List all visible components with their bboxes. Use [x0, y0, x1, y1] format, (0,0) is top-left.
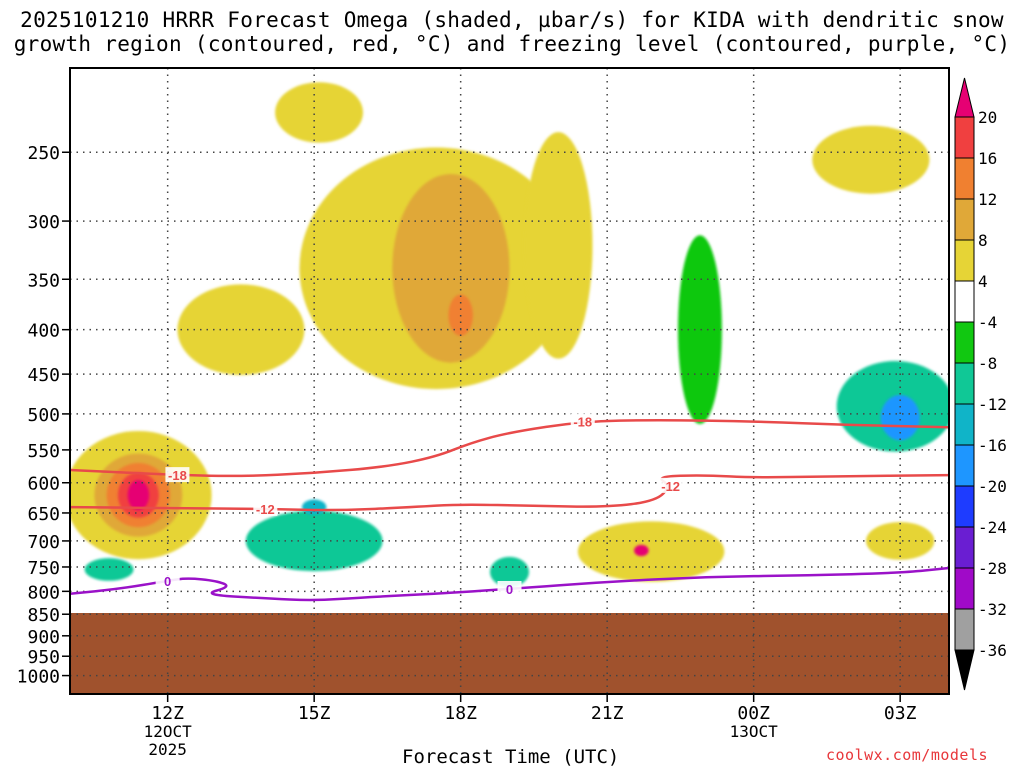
colorbar-segment-11: [954, 567, 975, 610]
omega-area-pos-14: [812, 125, 930, 194]
colorbar-segment-3: [954, 239, 975, 282]
omega-area-neg-18: [245, 510, 383, 572]
contour-label-bg-1-1: [658, 477, 683, 493]
y-tick-label-700: 700: [27, 532, 60, 553]
omega-area-pos-13: [865, 522, 935, 560]
x-axis-title: Forecast Time (UTC): [402, 746, 620, 768]
below-ground-region: [70, 613, 949, 694]
y-tick-label-1000: 1000: [17, 667, 60, 688]
colorbar-label-9: -20: [978, 477, 1007, 496]
contour-line-0: [70, 419, 949, 478]
omega-area-pos-9: [524, 132, 593, 359]
colorbar-label-2: 12: [978, 190, 997, 209]
y-tick-label-250: 250: [27, 143, 60, 164]
colorbar-segment-0: [954, 116, 975, 159]
y-tick-label-650: 650: [27, 504, 60, 525]
omega-area-neg-19: [301, 499, 327, 515]
contour-line-1: [70, 473, 949, 512]
x-tick-label-18Z: 18Z: [444, 703, 477, 724]
omega-area-pos-7: [392, 173, 510, 363]
contour-label-bg-1-0: [253, 500, 278, 516]
colorbar-label-7: -12: [978, 395, 1007, 414]
colorbar-segment-7: [954, 403, 975, 446]
colorbar-label-3: 8: [978, 231, 988, 250]
colorbar-segment-8: [954, 444, 975, 487]
y-tick-label-950: 950: [27, 647, 60, 668]
contour-label-1-0: -12: [256, 502, 275, 517]
colorbar-label-5: -4: [978, 313, 997, 332]
colorbar-label-4: 4: [978, 272, 988, 291]
colorbar-label-1: 16: [978, 149, 997, 168]
x-tick-sublabel-12Z-1: 2025: [148, 740, 187, 759]
x-tick-label-03Z: 03Z: [884, 703, 917, 724]
source-credit: coolwx.com/models: [826, 746, 989, 764]
colorbar-label-11: -28: [978, 559, 1007, 578]
y-tick-label-300: 300: [27, 212, 60, 233]
y-tick-label-750: 750: [27, 558, 60, 579]
colorbar-label-12: -32: [978, 600, 1007, 619]
y-tick-label-400: 400: [27, 321, 60, 342]
contour-label-bg-0-0: [165, 467, 190, 483]
contour-label-1-1: -12: [661, 479, 680, 494]
x-tick-label-15Z: 15Z: [298, 703, 331, 724]
omega-area-neg-21: [489, 556, 530, 588]
colorbar-segment-10: [954, 526, 975, 569]
plot-frame: [69, 67, 950, 695]
colorbar-segment-6: [954, 362, 975, 405]
y-tick-label-800: 800: [27, 582, 60, 603]
y-tick-label-550: 550: [27, 441, 60, 462]
y-axis: 2503003504004505005506006507007508008509…: [17, 143, 70, 688]
colorbar-segment-12: [954, 608, 975, 651]
omega-area-pos-4: [127, 480, 150, 511]
y-tick-label-500: 500: [27, 405, 60, 426]
colorbar-bottom-arrow: [954, 649, 975, 691]
chart-title-line-2: growth region (contoured, red, °C) and f…: [13, 32, 1011, 56]
y-tick-label-850: 850: [27, 605, 60, 626]
colorbar-segment-1: [954, 157, 975, 200]
colorbar-label-6: -8: [978, 354, 997, 373]
y-tick-label-600: 600: [27, 474, 60, 495]
omega-area-neg-15: [677, 235, 722, 425]
y-tick-label-350: 350: [27, 270, 60, 291]
colorbar-segment-2: [954, 198, 975, 241]
omega-area-neg-20: [84, 558, 134, 581]
colorbar-segment-9: [954, 485, 975, 528]
colorbar-label-8: -16: [978, 436, 1007, 455]
contour-label-bg-2-0: [155, 572, 180, 588]
omega-area-neg-17: [880, 395, 920, 441]
contour-label-2-1: 0: [506, 582, 513, 597]
x-tick-label-21Z: 21Z: [591, 703, 624, 724]
y-tick-label-900: 900: [27, 627, 60, 648]
y-tick-label-450: 450: [27, 365, 60, 386]
x-tick-label-00Z: 00Z: [737, 703, 770, 724]
colorbar-label-13: -36: [978, 641, 1007, 660]
chart-title-line-1: 2025101210 HRRR Forecast Omega (shaded, …: [20, 8, 1004, 32]
temperature-contours: -18 -18 -12 -12 0 0: [70, 413, 949, 602]
omega-area-pos-5: [177, 284, 305, 375]
contour-label-0-1: -18: [573, 414, 592, 429]
grid-lines: [70, 68, 949, 694]
contour-label-0-0: -18: [168, 468, 187, 483]
x-tick-sublabel-12Z-0: 12OCT: [144, 722, 193, 741]
omega-area-pos-12: [634, 544, 649, 557]
contour-label-2-0: 0: [164, 574, 171, 589]
colorbar-segment-5: [954, 321, 975, 364]
colorbar-segment-4: [954, 280, 975, 323]
colorbar-top-arrow: [954, 77, 975, 118]
colorbar-label-10: -24: [978, 518, 1007, 537]
colorbar: 20 16 12 8 4 -4 -8 -12 -16 -20 -24 -28 -32 -36: [954, 77, 1007, 691]
x-tick-sublabel-00Z-0: 13OCT: [730, 722, 779, 741]
colorbar-label-0: 20: [978, 108, 997, 127]
contour-label-bg-2-1: [497, 580, 522, 596]
omega-area-pos-10: [275, 82, 363, 143]
x-tick-label-12Z: 12Z: [151, 703, 184, 724]
contour-label-bg-0-1: [570, 413, 595, 429]
omega-area-pos-11: [577, 521, 725, 582]
